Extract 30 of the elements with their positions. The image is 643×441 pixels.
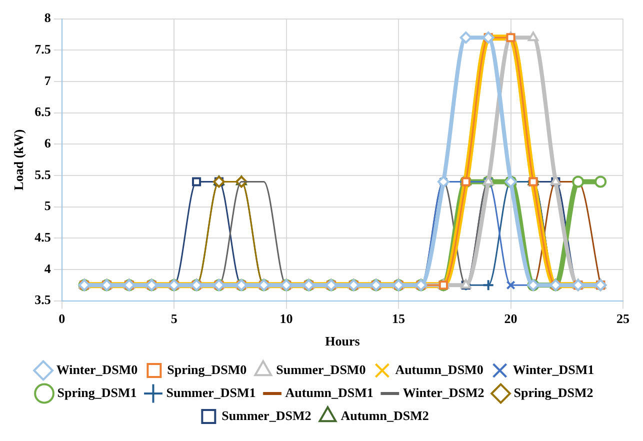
y-tick-label: 3.5 (34, 292, 52, 308)
legend-label: Winter_DSM2 (402, 384, 484, 400)
y-tick-label: 8 (44, 10, 52, 26)
y-tick-label: 6.5 (34, 104, 52, 120)
x-tick-label: 15 (392, 310, 406, 326)
x-tick-label: 10 (280, 310, 293, 326)
x-tick-label: 20 (504, 310, 518, 326)
legend-label: Summer_DSM2 (222, 408, 312, 423)
y-tick-label: 4.5 (34, 229, 52, 244)
y-tick-label: 7.5 (34, 41, 52, 56)
y-tick-label: 6 (44, 135, 52, 150)
legend-label: Winter_DSM1 (512, 362, 594, 377)
legend-label: Summer_DSM0 (276, 362, 366, 377)
y-axis-title: Load (kW) (11, 129, 26, 190)
legend-label: Spring_DSM0 (167, 362, 247, 377)
y-tick-label: 7 (44, 72, 52, 88)
x-tick-label: 0 (58, 310, 66, 326)
x-tick-label: 5 (170, 310, 178, 326)
legend-label: Spring_DSM2 (514, 384, 594, 400)
legend-label: Autumn_DSM0 (395, 362, 484, 377)
legend-label: Summer_DSM1 (166, 384, 256, 400)
y-tick-label: 4 (44, 260, 52, 276)
y-tick-label: 5 (44, 198, 52, 214)
legend-label: Spring_DSM1 (57, 384, 137, 400)
legend-label: Autumn_DSM1 (285, 384, 374, 400)
y-tick-label: 5.5 (34, 166, 52, 182)
x-axis-title: Hours (325, 334, 360, 349)
legend-label: Winter_DSM0 (56, 362, 138, 377)
x-tick-label: 25 (616, 310, 630, 326)
legend-label: Autumn_DSM2 (340, 408, 429, 423)
